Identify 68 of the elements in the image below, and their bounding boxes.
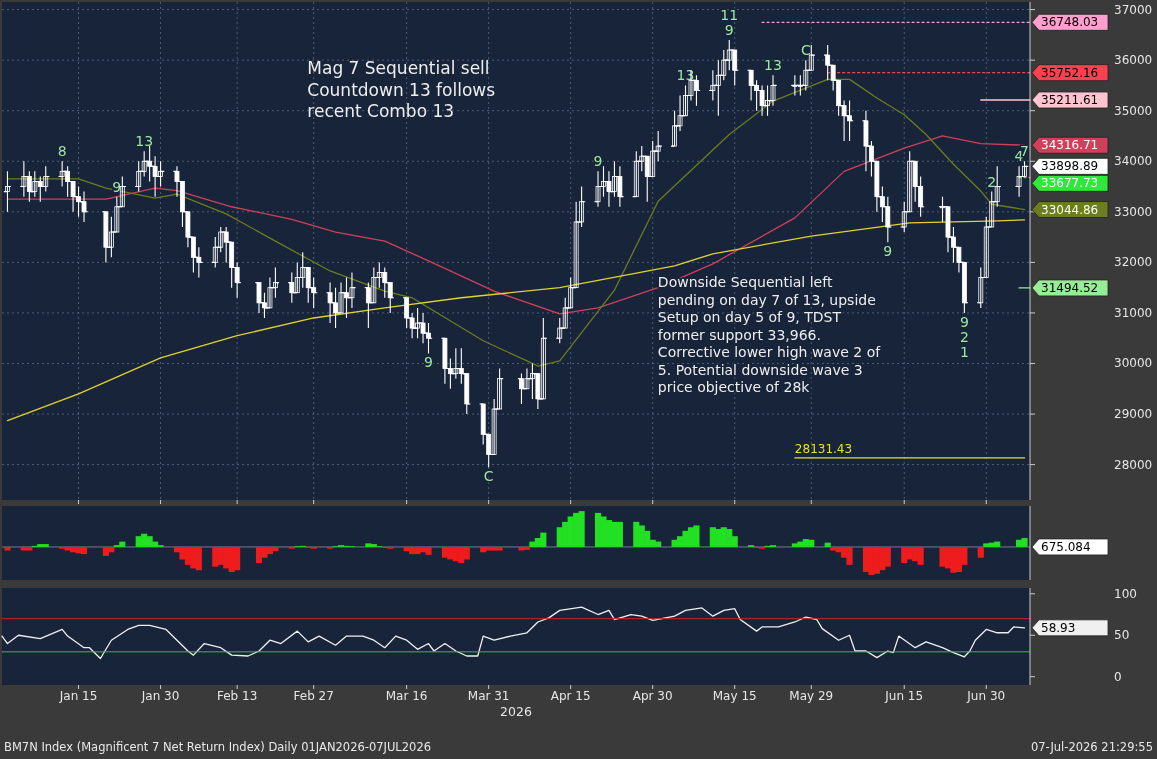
data-label: 36748.03 [1041,15,1099,30]
bar [824,542,831,547]
text: BM7N Index (Magnificent 7 Net Return Index) Daily 01JAN2026-07JUL2026 [4,740,432,754]
annotation: 9 [112,178,122,195]
data-label: 35211.61 [1041,93,1099,107]
y-tick-label: 36000 [1114,53,1153,68]
x-tick-label: Jan 30 [140,689,180,703]
y-tick-label: 33000 [1114,204,1153,219]
x-tick-label: Feb 13 [216,689,258,703]
x-tick-label: Mar 31 [467,689,510,703]
x-tick-label: Feb 27 [293,689,334,703]
annotation: 9 [959,313,969,330]
x-tick-label: Mar 16 [385,689,428,703]
bar [901,546,908,564]
data-label: 33044.86 [1041,202,1099,217]
annotation: 1 [959,343,969,360]
annotation: 9 [883,243,893,260]
line-series [1,606,1026,660]
bar [830,546,837,551]
data-label: 28131.43 [794,441,853,456]
y-tick-label: 29000 [1114,407,1153,422]
text: 07-Jul-2026 21:29:55 [1030,740,1153,754]
data-label: 34316.71 [1041,138,1099,153]
candlestick [5,170,10,213]
text: Mag 7 Sequential sell Countdown 13 follows recent Combo 13 [307,58,496,121]
x-tick-label: May 29 [789,689,834,703]
annotation: C [483,468,494,485]
data-label: 31494.52 [1041,280,1099,295]
bar [529,541,536,547]
annotation: 9 [424,354,433,371]
data-label: 35752.16 [1041,65,1099,80]
annotation: 2 [987,173,997,190]
y-tick-label: 50 [1114,628,1130,643]
bar [939,546,946,567]
x-tick-label: Apr 15 [550,689,591,703]
annotation: 13 [135,133,154,150]
y-tick-label: 30000 [1114,356,1153,371]
annotation: 8 [57,143,67,160]
y-tick-label: 35000 [1114,103,1153,118]
annotation: C [800,42,811,59]
data-label: 33677.73 [1041,176,1099,191]
x-tick-label: Jun 15 [884,689,924,703]
annotation: 13 [764,57,782,74]
annotation: 9 [724,21,734,38]
data-label: 58.93 [1041,620,1076,635]
text: 675.084 [1041,539,1091,554]
y-tick-label: 32000 [1114,255,1153,270]
x-axis-title: 2026 [500,704,532,719]
y-tick-label: 31000 [1114,305,1153,320]
x-tick-label: May 15 [712,689,757,703]
y-tick-label: 37000 [1114,2,1153,17]
x-tick-label: Jan 15 [58,689,98,703]
y-tick-label: 28000 [1114,457,1153,472]
bar [480,546,487,553]
annotation: 11 [720,6,739,23]
text: 33898.89 [1041,159,1099,174]
bar [212,546,219,567]
bar [4,546,11,551]
y-tick-label: 34000 [1114,154,1153,169]
y-tick-label: 0 [1114,669,1122,684]
y-tick-label: 100 [1114,586,1137,601]
bar [977,546,984,558]
line-series [6,219,1026,422]
x-tick-label: Apr 30 [632,689,673,703]
bar [983,543,990,547]
x-tick-label: Jun 30 [966,689,1006,703]
annotation: 9 [593,153,603,170]
annotation: 2 [959,328,969,345]
